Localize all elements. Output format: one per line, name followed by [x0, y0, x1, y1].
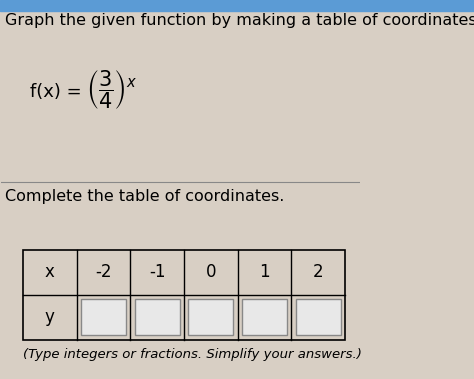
Bar [242, 299, 287, 335]
Text: -1: -1 [149, 263, 165, 281]
Text: 0: 0 [206, 263, 216, 281]
Bar [81, 299, 126, 335]
Text: -2: -2 [95, 263, 112, 281]
Bar [296, 299, 341, 335]
Text: 1: 1 [259, 263, 270, 281]
Text: Complete the table of coordinates.: Complete the table of coordinates. [5, 190, 284, 205]
Bar [188, 299, 234, 335]
Text: x: x [45, 263, 55, 281]
Text: f(x) =: f(x) = [30, 83, 82, 101]
Bar [135, 299, 180, 335]
Text: 2: 2 [313, 263, 324, 281]
Text: y: y [45, 309, 55, 326]
Bar [23, 250, 345, 340]
Text: $\left(\dfrac{3}{4}\right)^{x}$: $\left(\dfrac{3}{4}\right)^{x}$ [85, 68, 137, 111]
Text: Graph the given function by making a table of coordinates.: Graph the given function by making a tab… [5, 13, 474, 28]
Text: (Type integers or fractions. Simplify your answers.): (Type integers or fractions. Simplify yo… [23, 348, 362, 360]
